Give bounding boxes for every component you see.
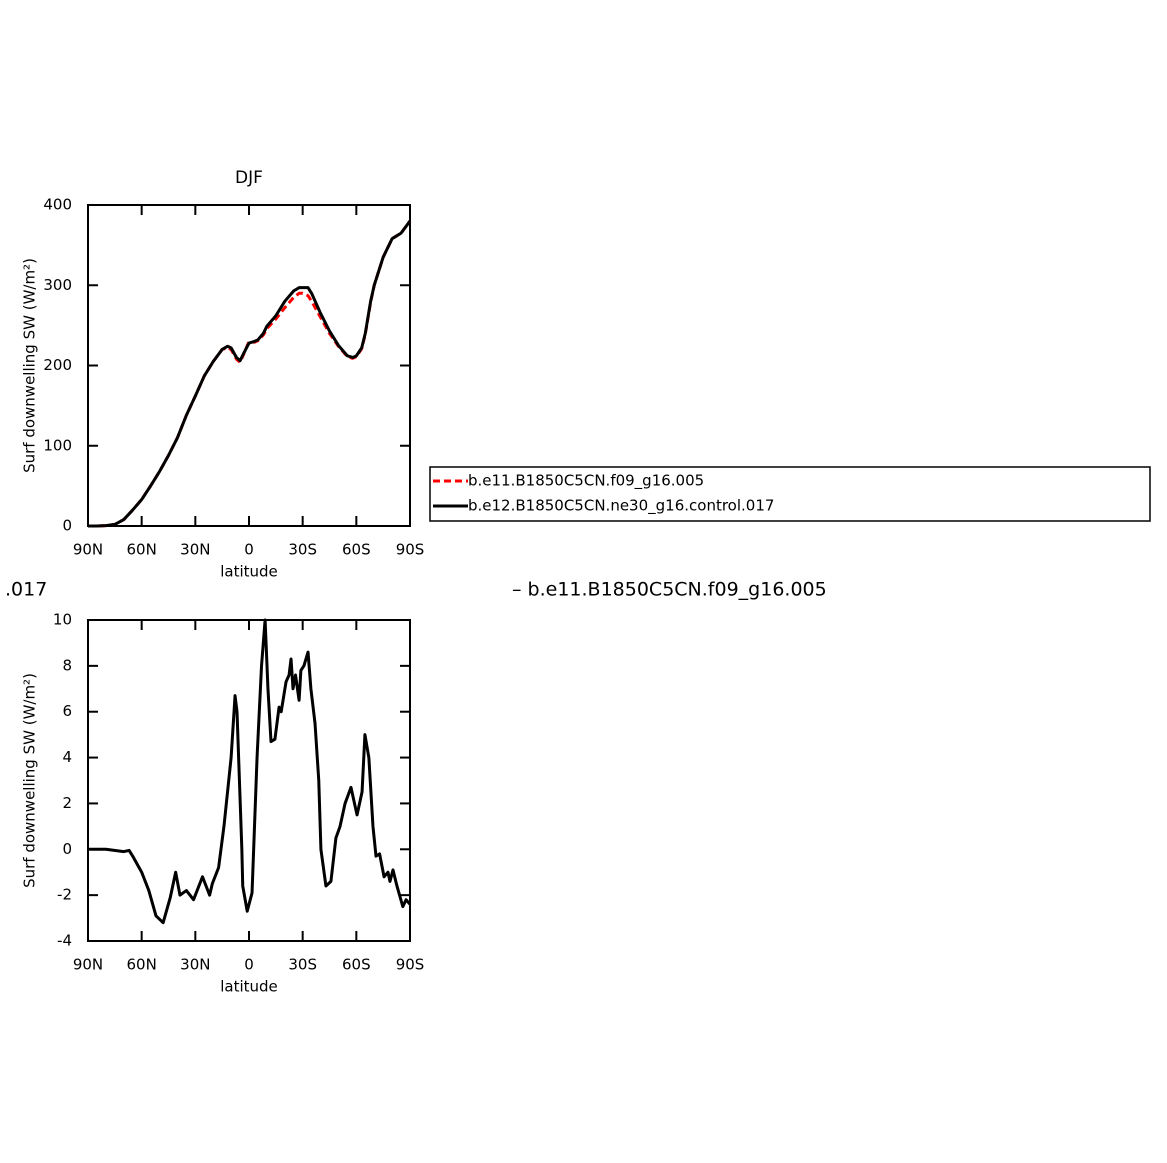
legend-label: b.e12.B1850C5CN.ne30_g16.control.017 (468, 497, 774, 516)
data-line (88, 220, 412, 528)
y-tick-label: 200 (43, 356, 72, 374)
x-axis-label: latitude (220, 978, 278, 996)
x-tick-label: 60N (127, 956, 157, 974)
annotation: .017 (5, 579, 47, 601)
data-line (88, 618, 412, 925)
x-tick-label: 60N (127, 541, 157, 559)
chart-title: DJF (235, 168, 263, 188)
x-tick-label: 30N (180, 541, 210, 559)
y-axis-label: Surf downwelling SW (W/m²) (21, 258, 39, 473)
x-tick-label: 60S (342, 956, 371, 974)
legend-label: b.e11.B1850C5CN.f09_g16.005 (468, 472, 704, 491)
x-tick-label: 0 (244, 956, 254, 974)
x-tick-label: 30S (288, 541, 317, 559)
x-tick-label: 30N (180, 956, 210, 974)
y-tick-label: 2 (62, 794, 72, 812)
y-tick-label: 8 (62, 656, 72, 674)
y-axis-label: Surf downwelling SW (W/m²) (21, 673, 39, 888)
y-tick-label: -4 (57, 932, 72, 950)
y-tick-label: -2 (57, 886, 72, 904)
y-tick-label: 10 (53, 611, 72, 629)
y-tick-label: 0 (62, 517, 72, 535)
x-tick-label: 0 (244, 541, 254, 559)
x-tick-label: 90S (396, 541, 425, 559)
data-line (88, 220, 412, 528)
x-tick-label: 30S (288, 956, 317, 974)
y-tick-label: 4 (62, 748, 72, 766)
plot-frame (87, 204, 411, 527)
y-tick-label: 100 (43, 436, 72, 454)
x-tick-label: 90N (73, 956, 103, 974)
y-tick-label: 0 (62, 840, 72, 858)
x-tick-label: 90N (73, 541, 103, 559)
y-tick-label: 6 (62, 702, 72, 720)
x-tick-label: 60S (342, 541, 371, 559)
y-tick-label: 300 (43, 276, 72, 294)
legend-box (429, 466, 1151, 522)
x-axis-label: latitude (220, 563, 278, 581)
x-tick-label: 90S (396, 956, 425, 974)
y-tick-label: 400 (43, 196, 72, 214)
annotation: – b.e11.B1850C5CN.f09_g16.005 (512, 579, 827, 601)
